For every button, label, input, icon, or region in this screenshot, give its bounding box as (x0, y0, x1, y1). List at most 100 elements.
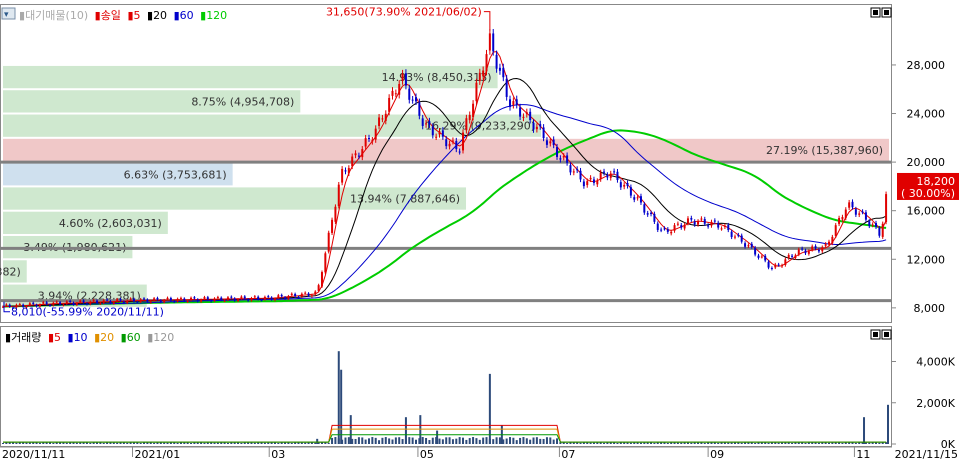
volume-bar (143, 442, 146, 444)
volume-bar (226, 442, 229, 444)
volume-bar (263, 442, 266, 444)
candle-body (32, 302, 35, 304)
volume-bar (112, 442, 115, 444)
volume-spike-bar (340, 369, 343, 444)
volume-bar (92, 442, 95, 444)
volume-bar (801, 442, 804, 444)
volume-bar (703, 442, 706, 444)
volume-bar (357, 437, 360, 444)
candle-body (210, 300, 213, 302)
candle-body (811, 246, 814, 250)
candle-body (821, 247, 824, 252)
volume-bar (374, 437, 377, 444)
high-price-marker (483, 11, 491, 31)
volume-bar (85, 442, 88, 444)
candle-body (361, 149, 364, 158)
candle-body (22, 304, 25, 307)
candle-body (485, 54, 488, 72)
candle-body (190, 297, 193, 301)
candle-body (515, 99, 518, 105)
candle-body (626, 183, 629, 186)
price-axis-label: 24,000 (907, 108, 946, 121)
volume-bar (367, 438, 370, 444)
volume-bar (126, 442, 129, 444)
volume-bar (814, 442, 817, 444)
volume-bar (656, 442, 659, 444)
candle-body (139, 299, 142, 302)
volume-panel[interactable] (0, 326, 892, 447)
volume-bar (465, 439, 468, 444)
candle-body (183, 298, 186, 301)
volume-bar (885, 442, 888, 444)
volume-bar (55, 442, 58, 444)
candle-body (12, 307, 15, 309)
candle-body (441, 130, 444, 137)
x-axis-month-label: 05 (420, 448, 434, 461)
volume-bar (371, 437, 374, 444)
volume-bar (878, 442, 881, 444)
candle-body (663, 228, 666, 230)
candle-body (455, 141, 458, 150)
volume-bar (394, 437, 397, 444)
volume-bar (203, 442, 206, 444)
volume-bar (18, 442, 21, 444)
candle-body (136, 302, 139, 304)
volume-bar (15, 442, 18, 444)
volume-bar (320, 442, 323, 444)
volume-bar (458, 437, 461, 444)
candle-body (233, 298, 236, 301)
candle-body (834, 225, 837, 236)
candle-body (599, 172, 602, 180)
volume-bar (267, 442, 270, 444)
volume-bar (831, 442, 834, 444)
legend-menu-button[interactable] (1, 7, 16, 20)
volume-bar (797, 442, 800, 444)
volume-bar (257, 442, 260, 444)
candle-body (727, 225, 730, 231)
candle-body (156, 297, 159, 300)
candle-body (435, 136, 438, 138)
candle-body (703, 219, 706, 224)
volume-bar (787, 442, 790, 444)
candle-body (468, 114, 471, 121)
candle-body (502, 67, 505, 78)
volume-bar (304, 442, 307, 444)
candle-body (566, 155, 569, 163)
volume-profile-label: 14.93% (8,450,313) (382, 71, 492, 84)
volume-bar (744, 442, 747, 444)
legend-vol-ma20: 20 (100, 331, 114, 344)
volume-bar (539, 438, 542, 444)
volume-spike-bar (488, 373, 491, 444)
candle-body (519, 107, 522, 117)
candle-body (300, 293, 303, 297)
candle-body (42, 302, 45, 304)
volume-bar (727, 442, 730, 444)
volume-bar (569, 442, 572, 444)
candle-body (592, 179, 595, 183)
volume-bar (183, 442, 186, 444)
volume-bar (431, 437, 434, 444)
candle-body (106, 299, 109, 301)
low-price-marker (3, 301, 10, 313)
volume-bar (42, 442, 45, 444)
candle-body (122, 301, 125, 303)
candle-body (273, 298, 276, 301)
candle-body (132, 298, 135, 302)
candle-body (666, 229, 669, 232)
volume-bar (451, 439, 454, 444)
volume-bar (646, 442, 649, 444)
candle-body (784, 259, 787, 265)
candle-body (253, 296, 256, 298)
volume-bar (844, 442, 847, 444)
volume-bar (65, 442, 68, 444)
candle-body (317, 285, 320, 292)
candle-body (226, 297, 229, 300)
candle-body (643, 204, 646, 213)
volume-bar (49, 442, 52, 444)
candle-body (629, 187, 632, 196)
x-axis-month-label: 11 (856, 448, 870, 461)
candle-body (230, 296, 233, 298)
volume-bar (606, 442, 609, 444)
volume-bar (747, 442, 750, 444)
